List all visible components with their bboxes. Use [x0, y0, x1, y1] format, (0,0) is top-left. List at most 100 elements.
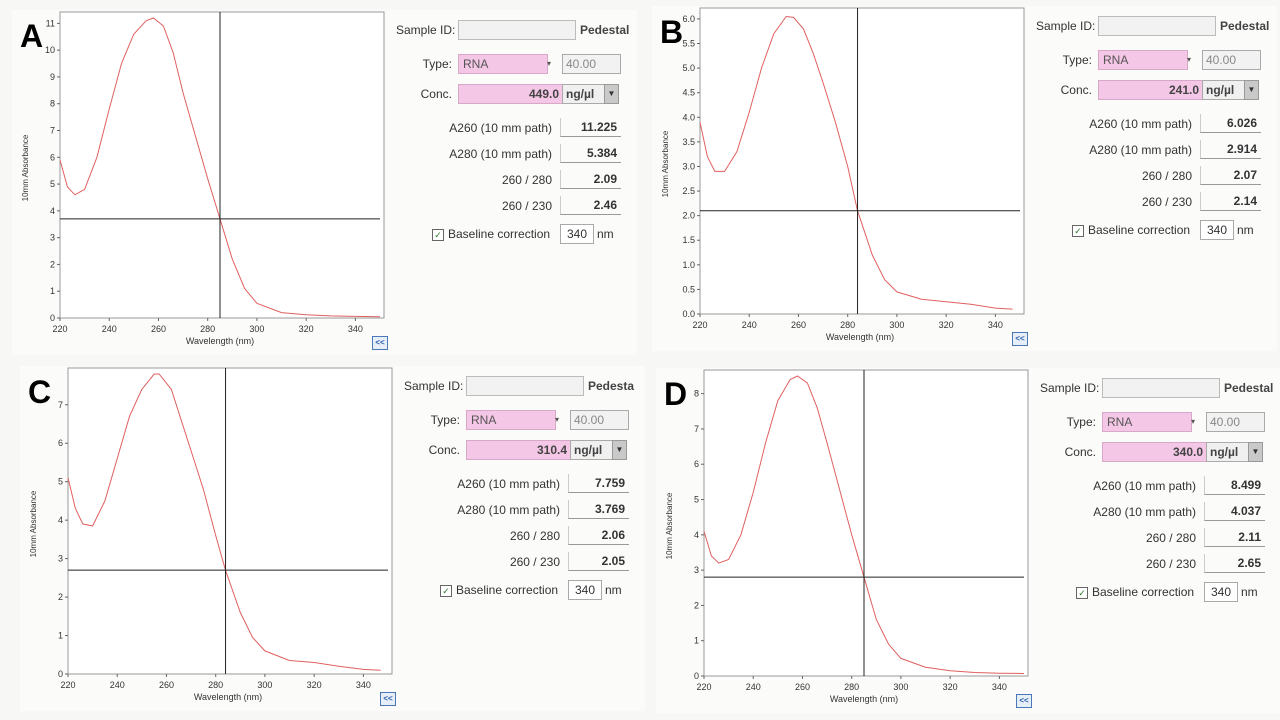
baseline-checkbox[interactable]: ✓	[1072, 225, 1084, 237]
y-tick-label: 1	[50, 286, 55, 296]
baseline-nm-input[interactable]: 340	[1200, 220, 1234, 240]
baseline-label: Baseline correction	[448, 227, 551, 241]
concentration-value: 310.4	[466, 440, 572, 460]
ratio-260-280-value: 2.11	[1204, 528, 1265, 547]
baseline-label: Baseline correction	[456, 583, 559, 597]
baseline-nm-input[interactable]: 340	[1204, 582, 1238, 602]
measurement-panel: Sample ID: Pedestal Type: RNA ▾ 40.00 Conc…	[1032, 12, 1277, 342]
chevron-down-icon[interactable]: ▼	[612, 440, 627, 460]
ratio-260-280-label: 260 / 280	[501, 173, 552, 187]
factor-input[interactable]: 40.00	[1206, 412, 1265, 432]
baseline-checkbox[interactable]: ✓	[432, 229, 444, 241]
type-label: Type:	[1062, 53, 1092, 67]
type-select[interactable]: RNA	[458, 54, 548, 74]
baseline-checkbox[interactable]: ✓	[1076, 587, 1088, 599]
type-dropdown-icon[interactable]: ▾	[1187, 55, 1192, 64]
a260-value: 11.225	[560, 118, 621, 137]
control-row: Sample ID: Pedesta	[400, 376, 645, 396]
sample-id-input[interactable]	[466, 376, 584, 396]
sample-id-input[interactable]	[458, 20, 576, 40]
type-select[interactable]: RNA	[1098, 50, 1188, 70]
sample-id-input[interactable]	[1098, 16, 1216, 36]
factor-input[interactable]: 40.00	[1202, 50, 1261, 70]
control-row: Sample ID: Pedestal	[1036, 378, 1280, 398]
absorbance-curve	[59, 17, 381, 318]
x-tick-label: 300	[249, 324, 264, 334]
y-tick-label: 7	[50, 126, 55, 136]
y-tick-label: 7	[694, 424, 699, 434]
factor-input[interactable]: 40.00	[562, 54, 621, 74]
a260-label: A260 (10 mm path)	[449, 121, 552, 135]
collapse-button[interactable]: <<	[380, 692, 396, 706]
y-tick-label: 1	[694, 636, 699, 646]
x-tick-label: 280	[200, 324, 215, 334]
y-tick-label: 8	[694, 389, 699, 399]
a260-value: 8.499	[1204, 476, 1265, 495]
panel-letter: A	[20, 18, 44, 54]
control-row: 260 / 230 2.65	[1036, 554, 1280, 574]
concentration-value: 241.0	[1098, 80, 1204, 100]
x-tick-label: 240	[102, 324, 117, 334]
collapse-button[interactable]: <<	[1016, 694, 1032, 708]
x-tick-label: 220	[692, 320, 707, 330]
y-tick-label: 5	[50, 179, 55, 189]
control-row: A280 (10 mm path) 4.037	[1036, 502, 1280, 522]
y-tick-label: 3	[694, 565, 699, 575]
y-axis-label: 10mm Absorbance	[665, 492, 674, 559]
panel-letter: B	[660, 14, 684, 50]
ratio-260-280-label: 260 / 280	[1145, 531, 1196, 545]
chevron-down-icon[interactable]: ▼	[604, 84, 619, 104]
unit-select[interactable]: ng/µl	[1206, 442, 1251, 462]
type-select[interactable]: RNA	[1102, 412, 1192, 432]
y-tick-label: 6	[58, 438, 63, 448]
y-tick-label: 4	[58, 515, 63, 525]
ratio-260-280-label: 260 / 280	[1141, 169, 1192, 183]
chevron-down-icon[interactable]: ▼	[1248, 442, 1263, 462]
baseline-checkbox[interactable]: ✓	[440, 585, 452, 597]
collapse-button[interactable]: <<	[372, 336, 388, 350]
x-tick-label: 220	[60, 680, 75, 690]
absorbance-chart: 0.0 0.5 1.0 1.5 2.0 2.5 3.0 3.5 4.0 4.5 5.0 5.5 6.0 2…	[661, 7, 1025, 342]
control-row: Sample ID: Pedestal	[1032, 16, 1277, 36]
factor-input[interactable]: 40.00	[570, 410, 629, 430]
x-tick-label: 260	[159, 680, 174, 690]
control-row: Type: RNA ▾ 40.00	[1036, 412, 1280, 432]
collapse-button[interactable]: <<	[1012, 332, 1028, 346]
x-tick-label: 220	[52, 324, 67, 334]
type-dropdown-icon[interactable]: ▾	[555, 415, 560, 424]
y-tick-label: 2	[694, 600, 699, 610]
y-tick-label: 3	[58, 554, 63, 564]
plot-area	[703, 369, 1029, 677]
y-tick-label: 0.0	[682, 309, 695, 319]
unit-select[interactable]: ng/µl	[562, 84, 607, 104]
control-row: 260 / 280 2.06	[400, 526, 645, 546]
x-tick-label: 340	[348, 324, 363, 334]
ratio-260-280-label: 260 / 280	[509, 529, 560, 543]
a260-value: 6.026	[1200, 114, 1261, 133]
ratio-260-280-value: 2.07	[1200, 166, 1261, 185]
baseline-nm-input[interactable]: 340	[560, 224, 594, 244]
control-row: Conc. 241.0 ng/µl ▼	[1032, 80, 1277, 100]
pedestal-label: Pedesta	[588, 379, 635, 393]
baseline-nm-input[interactable]: 340	[568, 580, 602, 600]
sample-id-input[interactable]	[1102, 378, 1220, 398]
a260-label: A260 (10 mm path)	[1093, 479, 1196, 493]
unit-select[interactable]: ng/µl	[570, 440, 615, 460]
control-row: A280 (10 mm path) 2.914	[1032, 140, 1277, 160]
unit-select[interactable]: ng/µl	[1202, 80, 1247, 100]
chevron-down-icon[interactable]: ▼	[1244, 80, 1259, 100]
plot-area	[59, 11, 385, 319]
type-label: Type:	[422, 57, 452, 71]
ratio-260-230-value: 2.14	[1200, 192, 1261, 211]
control-row: ✓ Baseline correction 340 nm	[1036, 582, 1280, 602]
control-row: Type: RNA ▾ 40.00	[1032, 50, 1277, 70]
x-axis-label: Wavelength (nm)	[830, 694, 898, 704]
y-tick-label: 9	[50, 72, 55, 82]
type-select[interactable]: RNA	[466, 410, 556, 430]
type-dropdown-icon[interactable]: ▾	[1191, 417, 1196, 426]
control-row: 260 / 230 2.05	[400, 552, 645, 572]
concentration-value: 340.0	[1102, 442, 1208, 462]
x-tick-label: 260	[151, 324, 166, 334]
type-dropdown-icon[interactable]: ▾	[547, 59, 552, 68]
nm-label: nm	[605, 583, 622, 597]
